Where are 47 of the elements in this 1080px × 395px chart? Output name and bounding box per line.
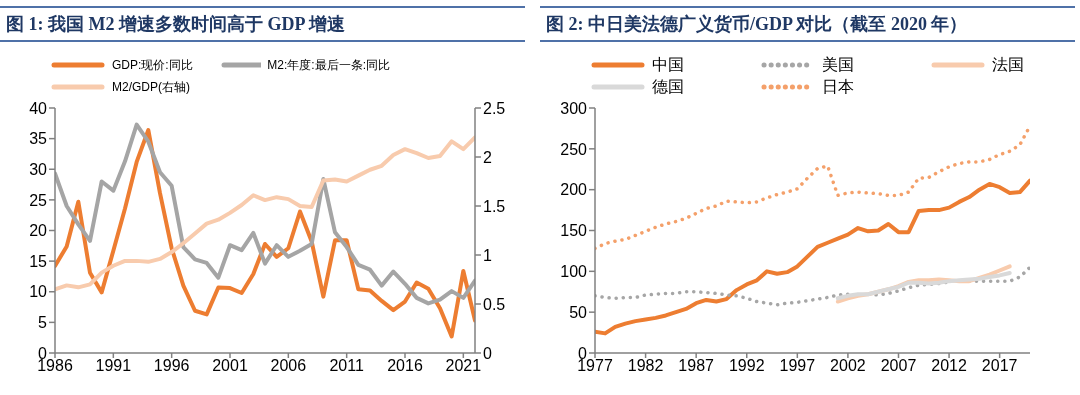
- legend-label: GDP:现价:同比: [112, 56, 193, 74]
- y-tick-label: 30: [29, 160, 48, 178]
- legend-label: M2/GDP(右轴): [112, 78, 190, 96]
- y-tick-label: 25: [29, 191, 48, 209]
- chart-title: 图 2: 中日美法德广义货币/GDP 对比（截至 2020 年）: [540, 6, 1075, 42]
- x-tick-label: 2012: [931, 357, 967, 375]
- y2-tick-label: 2: [483, 148, 492, 166]
- y-tick-label: 5: [38, 314, 48, 332]
- x-tick-label: 1992: [728, 357, 765, 375]
- line-series: [835, 270, 1012, 301]
- y2-tick-label: 2.5: [483, 99, 506, 117]
- legend-label: 美国: [822, 54, 854, 75]
- x-tick-label: 1987: [678, 357, 715, 375]
- y2-tick-label: 0: [483, 344, 492, 362]
- x-tick-label: 1982: [627, 357, 664, 375]
- legend-label: 法国: [992, 54, 1024, 75]
- y-tick-label: 50: [569, 303, 588, 321]
- x-tick-label: 2007: [880, 357, 917, 375]
- legend-label: 日本: [822, 76, 854, 97]
- legend-label: 德国: [652, 76, 684, 97]
- y-tick-label: 15: [29, 252, 48, 270]
- x-tick-label: 2001: [212, 357, 248, 375]
- y2-tick-label: 1: [483, 246, 492, 264]
- y-tick-label: 35: [29, 130, 48, 148]
- y-tick-label: 40: [29, 99, 48, 117]
- y-tick-label: 20: [29, 222, 48, 240]
- x-tick-label: 1997: [779, 357, 816, 375]
- y-tick-label: 150: [560, 222, 588, 240]
- chart-title: 图 1: 我国 M2 增速多数时间高于 GDP 增速: [0, 6, 525, 42]
- y-tick-label: 100: [560, 263, 588, 281]
- x-tick-label: 2002: [830, 357, 866, 375]
- y2-tick-label: 1.5: [483, 197, 506, 215]
- y-tick-label: 10: [29, 283, 48, 301]
- x-tick-label: 2006: [270, 357, 307, 375]
- x-tick-label: 2011: [329, 357, 364, 375]
- x-tick-label: 1996: [153, 357, 190, 375]
- x-tick-label: 1991: [95, 357, 132, 375]
- x-tick-label: 2021: [445, 357, 482, 375]
- line-series: [595, 178, 1030, 336]
- y-tick-label: 200: [560, 181, 588, 199]
- y2-tick-label: 0.5: [483, 295, 506, 313]
- x-tick-label: 2016: [387, 357, 423, 375]
- x-tick-label: 2017: [981, 357, 1018, 375]
- legend-label: 中国: [652, 54, 684, 75]
- y-tick-label: 300: [560, 99, 588, 117]
- legend-label: M2:年度:最后一条:同比: [267, 56, 390, 74]
- y-tick-label: 250: [560, 140, 588, 158]
